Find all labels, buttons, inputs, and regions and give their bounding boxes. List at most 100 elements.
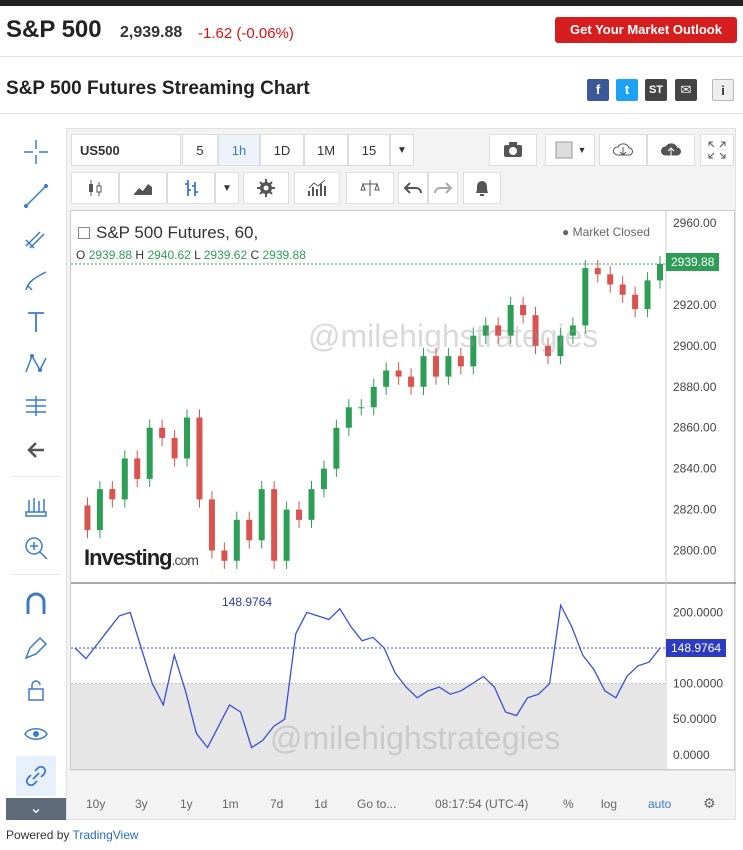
symbol-input[interactable]: US500 xyxy=(71,134,181,166)
price-candle xyxy=(544,345,551,357)
drawing-toolbar: ⌄ xyxy=(6,130,66,820)
indicators-icon[interactable] xyxy=(294,172,340,204)
clock-time: 08:17:54 (UTC-4) xyxy=(435,797,529,811)
arrow-left-icon[interactable] xyxy=(16,430,56,470)
page-title: S&P 500 Futures Streaming Chart xyxy=(6,78,310,99)
market-outlook-button[interactable]: Get Your Market Outlook xyxy=(555,17,737,43)
price-candle xyxy=(84,505,91,531)
price-candle xyxy=(569,325,576,336)
range-1y[interactable]: 1y xyxy=(180,797,193,811)
redo-icon[interactable] xyxy=(428,172,458,204)
auto-toggle[interactable]: auto xyxy=(648,797,672,811)
stocktwits-icon[interactable]: ST xyxy=(645,79,667,101)
magnet-icon[interactable] xyxy=(16,584,56,624)
range-3y[interactable]: 3y xyxy=(135,797,148,811)
price-candle xyxy=(408,376,415,387)
price-candle xyxy=(134,458,141,479)
price-candle xyxy=(457,356,464,367)
chart-type-dropdown-icon[interactable]: ▼ xyxy=(215,172,239,204)
range-10y[interactable]: 10y xyxy=(86,797,106,811)
tradingview-link[interactable]: TradingView xyxy=(72,828,139,842)
interval-1h[interactable]: 1h xyxy=(218,134,260,166)
trend-line-icon[interactable] xyxy=(16,176,56,216)
candles-icon[interactable] xyxy=(71,172,119,204)
facebook-icon[interactable]: f xyxy=(587,79,609,101)
percent-toggle[interactable]: % xyxy=(563,797,574,811)
price-candle xyxy=(221,550,228,561)
bars-icon[interactable] xyxy=(167,172,215,204)
chart-canvas[interactable]: 2960.002940.002920.002900.002880.002860.… xyxy=(71,211,736,771)
price-candle xyxy=(420,356,427,387)
link-icon[interactable] xyxy=(16,756,56,796)
color-picker-icon[interactable]: ▼ xyxy=(545,134,595,166)
chart-plot-area[interactable]: 2960.002940.002920.002900.002880.002860.… xyxy=(70,210,736,771)
goto-date[interactable]: Go to... xyxy=(357,797,397,811)
pattern-icon[interactable] xyxy=(16,344,56,384)
gear-icon[interactable] xyxy=(243,172,289,204)
crosshair-icon[interactable] xyxy=(16,132,56,172)
checkbox-icon[interactable] xyxy=(78,227,90,239)
twitter-icon[interactable]: t xyxy=(616,79,638,101)
price-candle xyxy=(109,489,116,500)
indicator-band xyxy=(71,683,666,769)
undo-icon[interactable] xyxy=(398,172,428,204)
high-value: 2940.62 xyxy=(147,248,191,262)
instrument-title: S&P 500 xyxy=(6,16,102,43)
price-candle xyxy=(445,356,452,377)
interval-1d[interactable]: 1D xyxy=(260,134,304,166)
email-icon[interactable]: ✉ xyxy=(675,79,697,101)
info-icon[interactable]: i xyxy=(712,79,734,101)
close-value: 2939.88 xyxy=(262,248,306,262)
price-candle xyxy=(657,264,663,281)
price-candle xyxy=(271,489,278,561)
price-candle xyxy=(632,294,639,310)
text-tool-icon[interactable] xyxy=(16,302,56,342)
area-chart-icon[interactable] xyxy=(119,172,167,204)
price-candle xyxy=(333,427,340,469)
cloud-upload-icon[interactable] xyxy=(647,134,695,166)
chevron-down-icon[interactable]: ⌄ xyxy=(6,798,66,820)
fullscreen-icon[interactable] xyxy=(700,134,734,166)
interval-dropdown-icon[interactable]: ▼ xyxy=(390,134,414,166)
price-candle xyxy=(470,335,477,367)
pitchfork-icon[interactable] xyxy=(16,218,56,258)
powered-by: Powered by TradingView xyxy=(6,828,139,842)
gear-icon[interactable]: ⚙ xyxy=(703,795,716,811)
range-1m[interactable]: 1m xyxy=(222,797,239,811)
price-candle xyxy=(345,407,352,428)
price-tick-label: 2820.00 xyxy=(673,503,717,517)
price-candle xyxy=(383,370,390,387)
range-7d[interactable]: 7d xyxy=(270,797,284,811)
brush-icon[interactable] xyxy=(16,260,56,300)
eye-icon[interactable] xyxy=(16,714,56,754)
alert-icon[interactable] xyxy=(463,172,501,204)
interval-5[interactable]: 5 xyxy=(182,134,218,166)
interval-1m[interactable]: 1M xyxy=(304,134,348,166)
price-candle xyxy=(532,315,539,346)
price-candle xyxy=(358,407,365,409)
price-candle xyxy=(370,386,377,408)
cloud-download-icon[interactable] xyxy=(599,134,647,166)
price-candle xyxy=(644,280,651,310)
price-candle xyxy=(146,427,153,479)
range-1d[interactable]: 1d xyxy=(314,797,328,811)
measure-icon[interactable] xyxy=(16,486,56,526)
lock-icon[interactable] xyxy=(16,670,56,710)
zoom-in-icon[interactable] xyxy=(16,528,56,568)
indicator-tick-label: 50.0000 xyxy=(673,712,717,726)
divider xyxy=(0,113,743,114)
camera-icon[interactable] xyxy=(489,134,537,166)
interval-15[interactable]: 15 xyxy=(348,134,390,166)
low-value: 2939.62 xyxy=(203,248,248,262)
log-toggle[interactable]: log xyxy=(601,797,618,811)
compare-icon[interactable] xyxy=(346,172,394,204)
price-candle xyxy=(308,489,315,520)
price-tick-label: 2920.00 xyxy=(673,298,717,312)
price-candle xyxy=(159,427,166,438)
price-candle xyxy=(196,417,203,500)
pencil-lock-icon[interactable] xyxy=(16,628,56,668)
price-tick-label: 2900.00 xyxy=(673,339,717,353)
prediction-icon[interactable] xyxy=(16,386,56,426)
price-tick-label: 2880.00 xyxy=(673,380,717,394)
price-candle xyxy=(320,468,327,490)
